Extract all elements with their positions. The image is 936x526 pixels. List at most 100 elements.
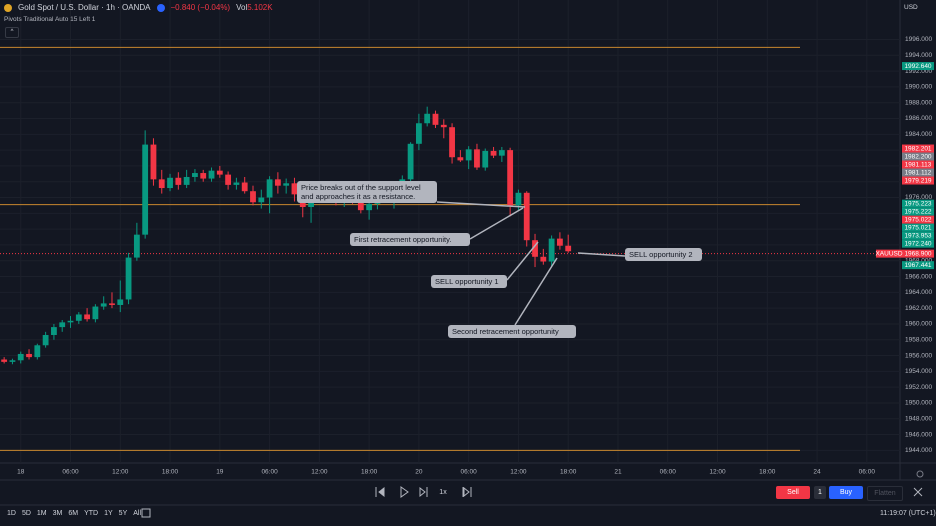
price-tag (902, 152, 934, 161)
x-tick-label: 20 (415, 469, 423, 476)
candle-body (92, 306, 99, 320)
symbol-tag-label: XAUUSD (875, 250, 902, 257)
candle-body (266, 179, 273, 198)
annotation: First retracement opportunity. (350, 233, 470, 246)
price-tag-label: 1981.113 (905, 161, 932, 168)
quantity[interactable]: 1 (814, 486, 826, 499)
close-button[interactable] (913, 487, 923, 497)
candle-body (192, 173, 198, 177)
sell-button[interactable]: Sell (776, 486, 810, 499)
price-tag (902, 231, 934, 240)
candle-body (9, 360, 16, 362)
y-tick-label: 1992.000 (905, 68, 932, 75)
price-tag-label: 1975.021 (904, 224, 931, 231)
candle-body (457, 157, 464, 161)
clock: 11:19:07 (UTC+1) (880, 510, 936, 517)
range-button[interactable]: 3M (52, 510, 63, 517)
date-button[interactable] (141, 508, 151, 518)
candle-body (283, 183, 290, 186)
y-tick-label: 1946.000 (905, 431, 932, 438)
x-tick-label: 18:00 (361, 469, 378, 476)
collapse-button[interactable]: ^ (5, 27, 19, 38)
x-tick-label: 18:00 (162, 469, 179, 476)
candle-body (167, 177, 173, 189)
range-button[interactable]: 1D (7, 510, 16, 517)
range-button[interactable]: 6M (68, 510, 79, 517)
y-tick-label: 1954.000 (905, 368, 932, 375)
header: Gold Spot / U.S. Dollar · 1h · OANDA −0.… (4, 3, 273, 12)
y-tick-label: 1962.000 (905, 305, 932, 312)
buy-button[interactable]: Buy (829, 486, 863, 499)
currency-button[interactable]: USD (904, 4, 918, 11)
x-tick-label: 18:00 (759, 469, 776, 476)
annotation-arrow (514, 257, 558, 326)
range-button[interactable]: YTD (84, 510, 99, 517)
annotation-arrow (577, 252, 626, 257)
price-tag (902, 176, 934, 185)
y-tick-label: 1950.000 (905, 400, 932, 407)
annotation-arrow (469, 207, 524, 240)
step-button[interactable] (419, 486, 428, 498)
candle-body (490, 150, 497, 156)
candle-body (158, 179, 165, 189)
candle-body (59, 322, 66, 328)
price-tag-label: 1992.640 (904, 63, 931, 70)
candle-body (183, 176, 190, 185)
price-tag-label: 1975.223 (904, 200, 931, 207)
candle-body (532, 240, 538, 257)
y-tick-label: 1996.000 (905, 36, 932, 43)
x-tick-label: 19 (216, 469, 224, 476)
x-tick-label: 12:00 (112, 469, 129, 476)
candle-body (424, 113, 431, 124)
candle-body (465, 149, 472, 161)
price-tag-label: 1982.201 (904, 145, 931, 152)
candle-body (125, 257, 132, 300)
last-price-label: 1968.900 (904, 250, 931, 257)
range-button[interactable]: 1Y (104, 510, 113, 517)
y-tick-label: 1956.000 (905, 352, 932, 359)
price-tag-label: 1975.222 (904, 208, 931, 215)
price-tag (902, 144, 934, 153)
candle-body (407, 143, 414, 180)
candle-body (357, 199, 364, 211)
candle-body (109, 303, 115, 305)
candle-body (250, 191, 256, 203)
x-tick-label: 06:00 (660, 469, 677, 476)
candle-body (42, 335, 49, 346)
flatten-button[interactable]: Flatten (867, 486, 903, 501)
candle-body (241, 182, 248, 192)
x-tick-label: 12:00 (311, 469, 328, 476)
candle-body (75, 314, 82, 321)
play-button[interactable] (400, 486, 409, 498)
range-button[interactable]: All (133, 510, 142, 517)
candle-body (51, 327, 57, 336)
candle-body (225, 174, 232, 185)
speed-button[interactable]: 1x (439, 489, 447, 496)
candle-body (84, 314, 90, 320)
x-tick-label: 12:00 (709, 469, 726, 476)
y-tick-label: 1976.000 (905, 194, 932, 201)
price-tag (902, 199, 934, 208)
volume-label: Vol (236, 3, 248, 12)
symbol-icon (4, 3, 12, 12)
candle-body (548, 238, 555, 262)
price-tag (902, 62, 934, 71)
candle-body (26, 353, 32, 358)
range-button[interactable]: 5Y (118, 510, 128, 517)
price-tag (902, 215, 934, 224)
candle-body (366, 203, 373, 211)
settings-button[interactable] (916, 470, 924, 478)
price-tag-label: 1975.022 (904, 216, 931, 223)
candle-body (498, 150, 505, 156)
y-tick-label: 1994.000 (905, 52, 932, 59)
y-tick-label: 1948.000 (905, 415, 932, 422)
candle-body (117, 299, 124, 305)
y-tick-label: 1958.000 (905, 336, 932, 343)
rewind-button[interactable] (375, 486, 385, 498)
range-button[interactable]: 5D (21, 510, 31, 517)
candle-body (1, 359, 8, 362)
range-button[interactable]: 1M (36, 510, 47, 517)
price-tag-label: 1967.441 (904, 262, 931, 269)
forward-button[interactable] (462, 486, 472, 498)
